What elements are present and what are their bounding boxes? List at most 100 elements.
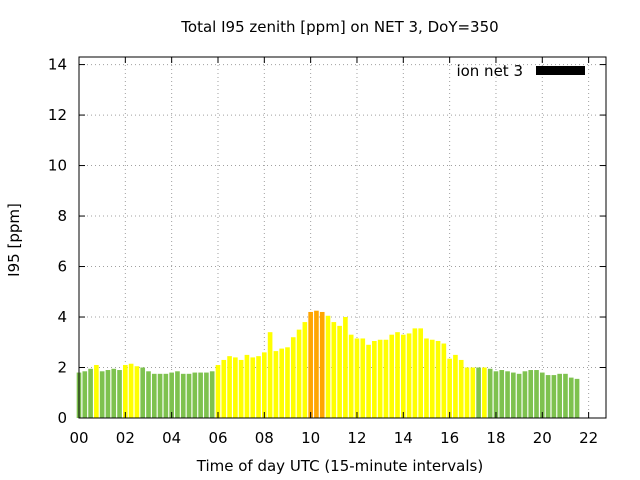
bar bbox=[360, 338, 366, 418]
bar bbox=[435, 341, 441, 418]
bar bbox=[574, 378, 580, 418]
bar bbox=[395, 332, 400, 418]
bar bbox=[522, 371, 528, 418]
bar bbox=[377, 339, 383, 418]
bar bbox=[499, 370, 505, 418]
x-axis-title: Time of day UTC (15-minute intervals) bbox=[196, 457, 483, 475]
y-tick-label: 2 bbox=[57, 359, 67, 377]
bar bbox=[400, 334, 406, 418]
bar bbox=[151, 373, 157, 418]
bar bbox=[163, 373, 169, 418]
bar bbox=[111, 368, 117, 418]
bar bbox=[528, 370, 534, 418]
bar bbox=[128, 363, 134, 418]
bar bbox=[470, 367, 476, 418]
x-tick-label: 04 bbox=[162, 429, 181, 447]
bar bbox=[82, 371, 88, 418]
bar bbox=[557, 373, 562, 418]
bar bbox=[389, 334, 395, 418]
bar bbox=[192, 372, 198, 418]
bar bbox=[302, 322, 308, 418]
bar bbox=[146, 371, 151, 418]
bar bbox=[105, 370, 111, 418]
bar bbox=[209, 371, 215, 418]
bar bbox=[319, 311, 325, 418]
bar bbox=[383, 339, 389, 418]
x-tick-label: 08 bbox=[255, 429, 274, 447]
bar bbox=[290, 337, 296, 418]
bar bbox=[493, 371, 499, 418]
x-tick-label: 18 bbox=[486, 429, 505, 447]
bar bbox=[285, 347, 290, 418]
bar bbox=[134, 366, 140, 418]
bar bbox=[516, 373, 522, 418]
bar bbox=[458, 359, 464, 418]
x-tick-label: 16 bbox=[440, 429, 459, 447]
x-tick-label: 20 bbox=[533, 429, 552, 447]
bar bbox=[94, 364, 99, 418]
bar bbox=[99, 371, 105, 418]
bar bbox=[372, 341, 377, 418]
bar bbox=[568, 377, 574, 418]
y-axis-title: I95 [ppm] bbox=[5, 203, 23, 277]
bar bbox=[447, 358, 452, 418]
bar bbox=[354, 338, 360, 418]
grid bbox=[79, 57, 606, 418]
bar bbox=[418, 328, 423, 418]
y-tick-label: 0 bbox=[57, 409, 67, 427]
plot-frame bbox=[78, 56, 607, 419]
bar bbox=[331, 322, 337, 418]
bar bbox=[505, 371, 510, 418]
bar bbox=[175, 371, 180, 418]
y-tick-label: 12 bbox=[48, 106, 67, 124]
x-tick-label: 12 bbox=[347, 429, 366, 447]
bar bbox=[215, 364, 221, 418]
bar bbox=[464, 367, 470, 418]
bar bbox=[123, 364, 128, 418]
bar bbox=[551, 375, 557, 418]
bar bbox=[424, 338, 429, 418]
bar bbox=[140, 367, 146, 418]
bar bbox=[563, 373, 568, 418]
bar bbox=[539, 372, 545, 418]
legend: ion net 3 bbox=[456, 62, 585, 80]
bar bbox=[88, 368, 93, 418]
bar bbox=[238, 359, 244, 418]
bar bbox=[482, 367, 487, 418]
y-tick-label: 14 bbox=[48, 56, 67, 74]
bar bbox=[441, 343, 447, 418]
y-tick-label: 6 bbox=[57, 258, 67, 276]
bar bbox=[348, 334, 354, 418]
chart-title: Total I95 zenith [ppm] on NET 3, DoY=350 bbox=[180, 18, 498, 36]
bar bbox=[198, 372, 203, 418]
bar bbox=[204, 372, 209, 418]
x-tick-label: 10 bbox=[301, 429, 320, 447]
bar bbox=[534, 370, 539, 418]
bar bbox=[180, 373, 186, 418]
bar bbox=[337, 325, 342, 418]
bar bbox=[233, 357, 238, 418]
bar bbox=[250, 357, 256, 418]
x-tick-label: 22 bbox=[579, 429, 598, 447]
bar bbox=[545, 375, 551, 418]
bar bbox=[487, 368, 493, 418]
bar bbox=[412, 328, 418, 418]
y-tick-label: 10 bbox=[48, 157, 67, 175]
bar bbox=[296, 329, 302, 418]
bars bbox=[76, 310, 580, 418]
x-tick-label: 00 bbox=[69, 429, 88, 447]
bar bbox=[169, 372, 174, 418]
bar bbox=[279, 348, 285, 418]
bar bbox=[366, 344, 371, 418]
bar bbox=[117, 370, 122, 418]
bar bbox=[429, 339, 435, 418]
y-tick-label: 4 bbox=[57, 308, 67, 326]
bar bbox=[186, 373, 192, 418]
bar bbox=[325, 315, 331, 418]
bar bbox=[273, 351, 279, 418]
bar bbox=[244, 354, 250, 418]
bar bbox=[314, 310, 319, 418]
